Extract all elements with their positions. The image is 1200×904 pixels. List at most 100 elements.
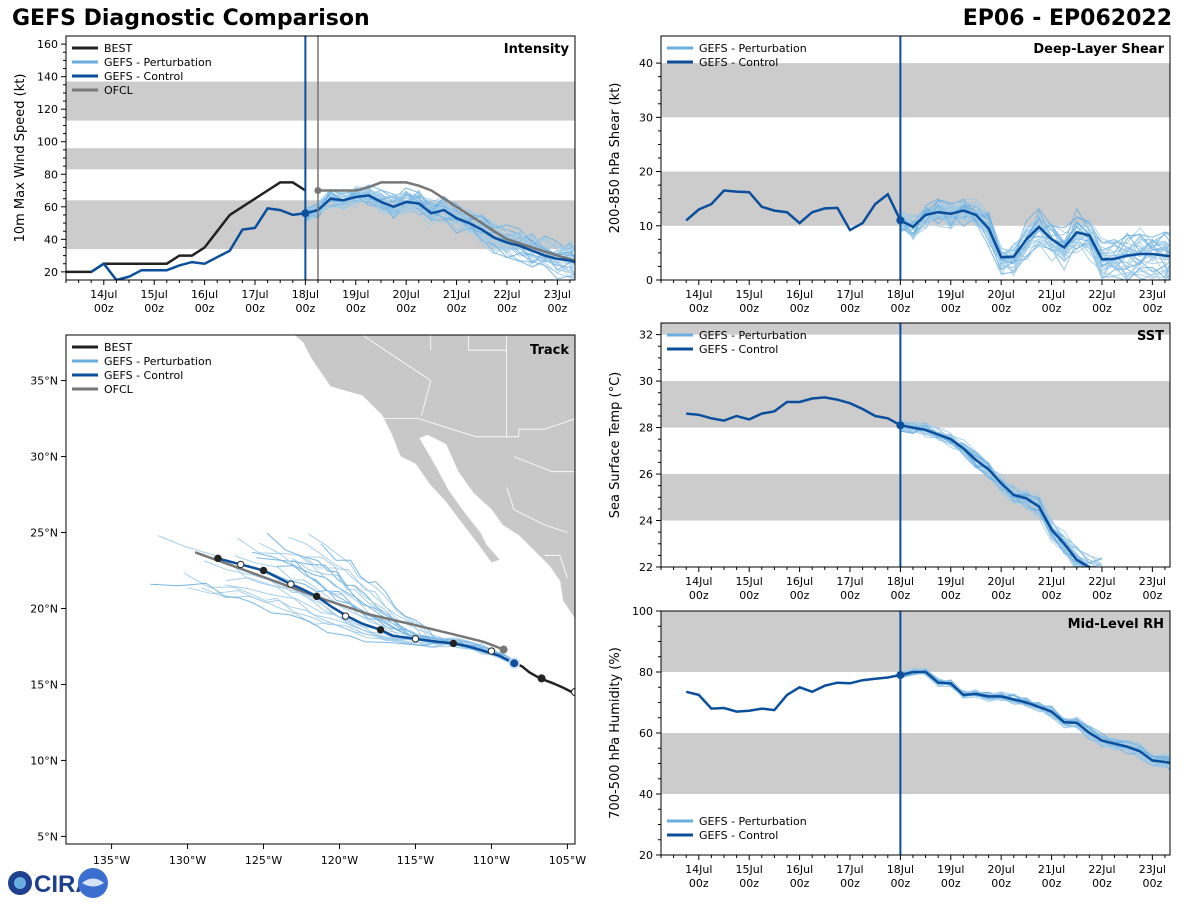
x-tick-label-hour: 00z [790,589,810,602]
x-tick-label-hour: 00z [1142,302,1162,315]
legend-label: GEFS - Perturbation [699,329,807,342]
x-tick-label-hour: 00z [739,302,759,315]
x-tick-label-hour: 00z [245,302,265,315]
x-tick-label-day: 22Jul [1088,288,1115,301]
x-tick-label-day: 23Jul [1139,575,1166,588]
y-tick-label: 28 [639,422,653,435]
perturbation-line [305,192,575,271]
band-1 [661,611,1170,672]
legend-label: GEFS - Control [699,829,778,842]
cira-logo: CIRA [4,866,114,904]
x-tick-label-day: 15Jul [141,288,168,301]
legend-label: GEFS - Control [104,369,183,382]
x-tick-label-day: 23Jul [1139,863,1166,876]
x-tick-label-hour: 00z [689,877,709,890]
shear-panel: 01020304014Jul00z15Jul00z16Jul00z17Jul00… [608,35,1171,315]
perturbation-line [900,420,1103,560]
x-tick-label-day: 16Jul [786,863,813,876]
x-tick-label-day: 22Jul [1088,575,1115,588]
y-tick-label: 10°N [30,754,58,767]
map-area [150,335,575,697]
x-tick-label-hour: 00z [991,302,1011,315]
plot-area [686,396,1103,567]
x-tick-label-hour: 00z [1142,877,1162,890]
x-tick-label-day: 23Jul [544,288,571,301]
x-tick-label: 105°W [549,854,586,867]
control-track-start [510,659,519,668]
control-line [686,396,1094,567]
x-tick-label-day: 14Jul [685,863,712,876]
land-mass [292,335,575,620]
panel-title: Track [530,343,569,358]
x-tick-label-hour: 00z [890,877,910,890]
x-tick-label-day: 15Jul [736,575,763,588]
perturbation-line [900,669,1170,759]
band-1 [66,148,575,170]
x-tick-label-hour: 00z [295,302,315,315]
x-tick-label: 115°W [397,854,434,867]
perturbation-line [900,207,1170,269]
control-line [685,670,1170,765]
x-tick-label-hour: 00z [790,302,810,315]
x-tick-label-hour: 00z [1092,589,1112,602]
x-tick-label-hour: 00z [739,877,759,890]
control-line [90,194,575,280]
x-tick-label-hour: 00z [547,302,567,315]
x-tick-label-day: 16Jul [786,575,813,588]
legend-label: BEST [104,42,132,55]
y-tick-label: 40 [639,57,653,70]
state-border [544,554,568,579]
legend-label: OFCL [104,383,134,396]
intensity-panel: 2040608010012014016014Jul00z15Jul00z16Ju… [13,35,576,315]
control-track-marker [313,592,321,601]
y-tick-label: 25°N [30,527,58,540]
y-tick-label: 20 [44,266,58,279]
y-tick-label: 80 [44,168,58,181]
legend-label: BEST [104,341,132,354]
state-border [383,418,545,438]
y-tick-label: 30 [639,375,653,388]
legend-label: GEFS - Control [104,70,183,83]
band-0 [661,733,1170,794]
x-tick-label-day: 22Jul [493,288,520,301]
x-tick-label-day: 17Jul [836,863,863,876]
x-tick-label-hour: 00z [1142,589,1162,602]
legend-label: GEFS - Perturbation [699,42,807,55]
control-init-marker [301,209,310,218]
band-2 [66,81,575,121]
panel-title: Intensity [504,42,570,57]
perturbation-line [900,204,1170,269]
legend-label: GEFS - Control [699,56,778,69]
perturbation-track [266,532,515,662]
x-tick-label-hour: 00z [941,877,961,890]
x-tick-label-day: 16Jul [786,288,813,301]
y-tick-label: 0 [646,274,653,287]
ofcl-track-start [499,645,508,654]
perturbation-line [900,427,1081,567]
y-tick-label: 30°N [30,451,58,464]
perturbation-line [899,201,1170,272]
plot-area [66,181,575,280]
control-init-marker [896,421,905,430]
x-tick-label-day: 14Jul [90,288,117,301]
control-track-marker [411,635,420,643]
state-border [468,335,507,351]
x-tick-label-hour: 00z [689,589,709,602]
x-tick-label-hour: 00z [991,589,1011,602]
y-tick-label: 80 [639,666,653,679]
x-tick-label-day: 17Jul [836,575,863,588]
x-tick-label-hour: 00z [1042,302,1062,315]
x-tick-label-hour: 00z [396,302,416,315]
perturbation-track [234,555,515,661]
perturbation-track [305,556,515,662]
chart-title: GEFS Diagnostic Comparison [12,6,370,31]
control-track-marker [487,647,496,655]
x-tick-label: 130°W [169,854,206,867]
ofcl-line [318,181,575,262]
y-tick-label: 5°N [37,830,58,843]
x-tick-label-hour: 00z [840,589,860,602]
x-tick-label-hour: 00z [195,302,215,315]
control-track-marker [287,580,295,588]
control-track-marker [237,560,245,569]
y-tick-label: 35°N [30,375,58,388]
